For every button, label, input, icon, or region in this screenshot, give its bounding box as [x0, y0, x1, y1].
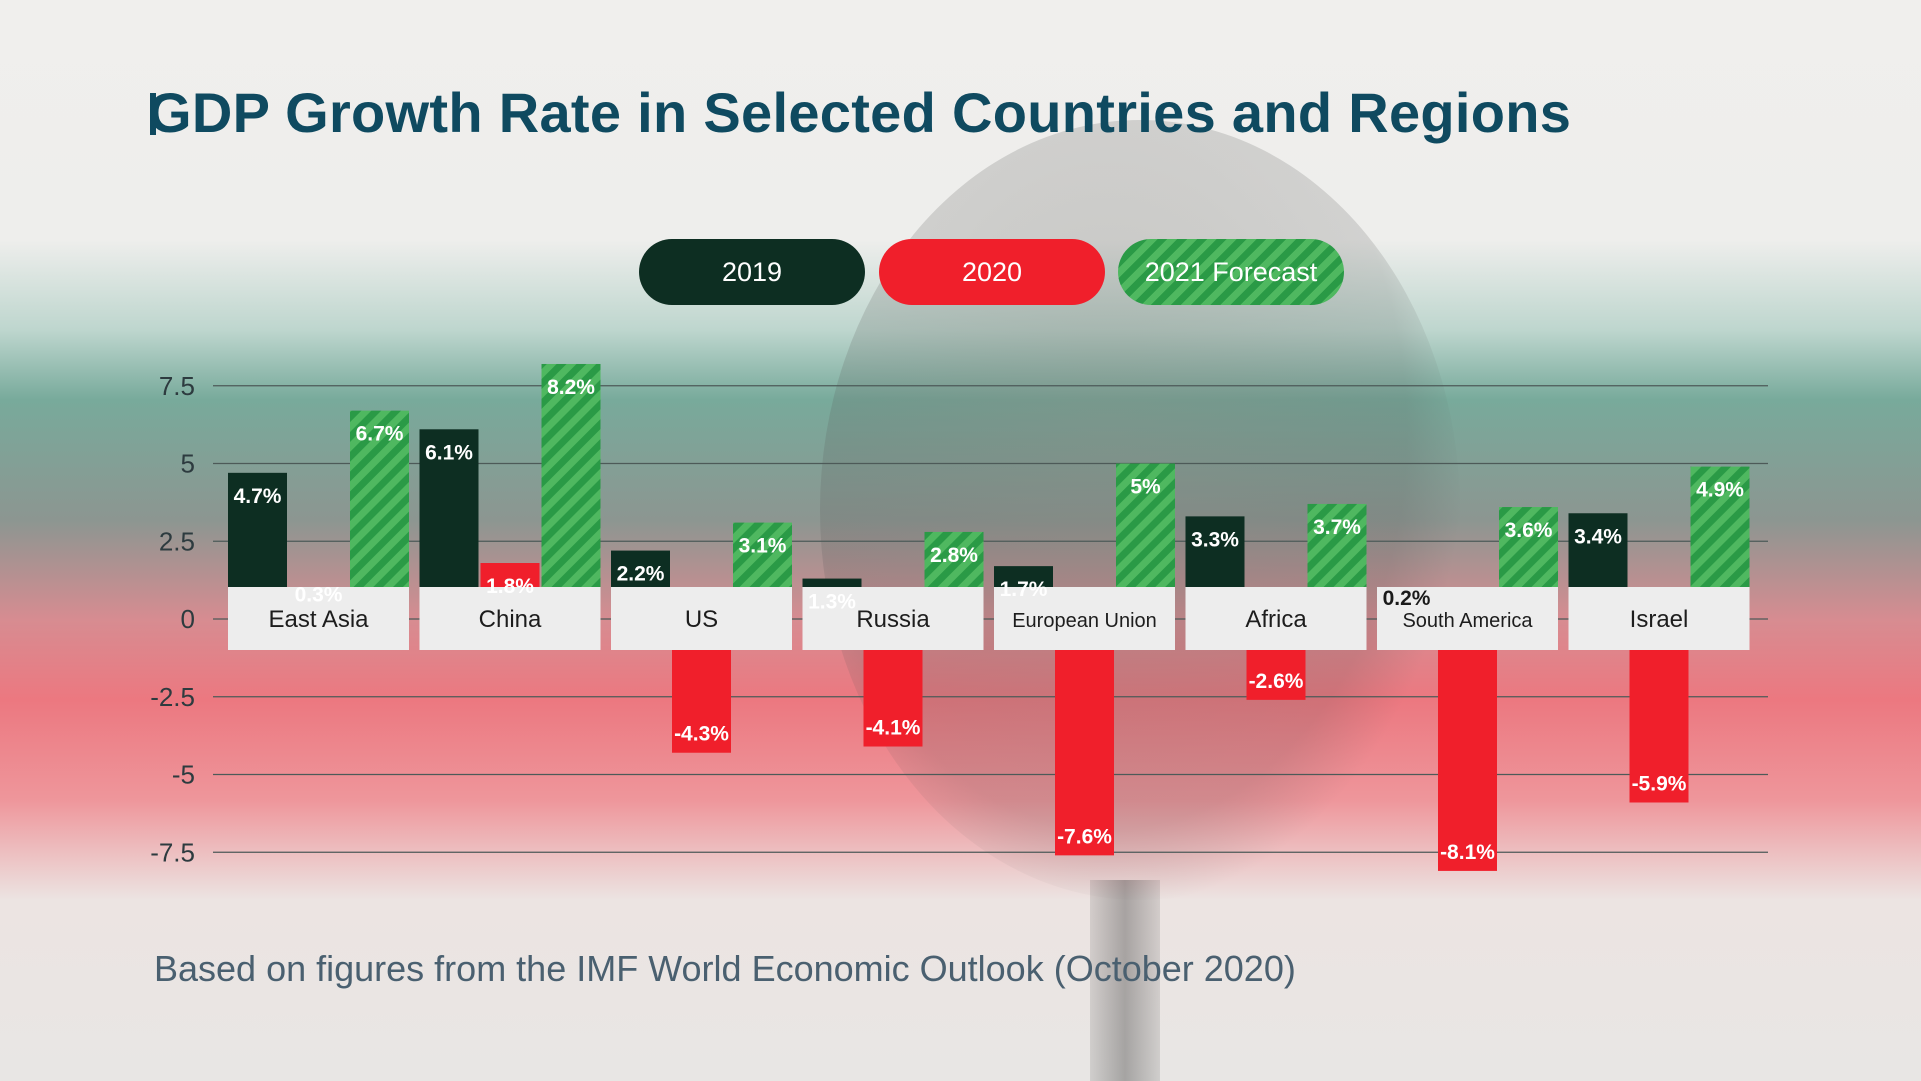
- y-tick-label: -7.5: [150, 837, 195, 867]
- category-label-box: [228, 587, 409, 650]
- data-label-2020: 1.8%: [486, 575, 534, 598]
- category-label: US: [685, 606, 718, 633]
- category-label-layer: East Asia China US Russia European Union Afri…: [228, 587, 1750, 650]
- y-tick-label: 5: [181, 449, 195, 479]
- data-label-2020: 0.3%: [295, 584, 343, 607]
- category-label-box: [1185, 587, 1367, 650]
- y-tick-label: 0: [181, 604, 195, 634]
- data-label-2019: 2.2%: [617, 563, 665, 586]
- category-label-box: [1568, 587, 1750, 650]
- data-label-2020: -4.1%: [866, 717, 921, 740]
- data-label-2019: 6.1%: [425, 441, 473, 464]
- data-label-layer: 4.7% 0.3% 6.7% 6.1% 1.8% 8.2% 2.2% -4.3% 3.1% 1.3…: [234, 376, 1745, 864]
- bar-2020: [1438, 619, 1497, 871]
- data-label-2019: 3.3%: [1191, 528, 1239, 551]
- legend-2019: 2019: [639, 239, 865, 305]
- data-label-2020: -7.6%: [1057, 825, 1112, 848]
- category-label: South America: [1402, 610, 1533, 632]
- legend-label-2020: 2020: [961, 256, 1023, 287]
- category-label-box: [419, 587, 601, 650]
- legend-2021-forecast: 2021 Forecast: [1118, 239, 1344, 305]
- bars-layer: [228, 363, 1750, 871]
- title-accent-bar: [150, 93, 156, 135]
- category-label-box: [1377, 587, 1558, 650]
- category-label: Israel: [1630, 606, 1689, 633]
- y-tick-label: 2.5: [159, 526, 195, 556]
- data-label-2019: 1.3%: [808, 591, 856, 614]
- data-label-2019: 3.4%: [1574, 525, 1622, 548]
- bar-2020: [1055, 619, 1114, 856]
- category-label: Africa: [1245, 606, 1307, 633]
- data-label-2021: 3.6%: [1505, 519, 1553, 542]
- category-label: Russia: [856, 606, 930, 633]
- data-label-2020: -2.6%: [1249, 670, 1304, 693]
- data-label-2020: -4.3%: [674, 723, 729, 746]
- legend-label-2019: 2019: [721, 256, 783, 287]
- category-label-box: [994, 587, 1175, 650]
- bar-2021: [541, 363, 601, 619]
- category-label: East Asia: [268, 606, 369, 633]
- globe-stand-image: [1090, 880, 1160, 1081]
- y-tick-label: 7.5: [159, 371, 195, 401]
- data-label-2020: -5.9%: [1632, 772, 1687, 795]
- data-label-2021: 8.2%: [547, 376, 595, 399]
- data-label-2019: 1.7%: [1000, 578, 1048, 601]
- legend-label-2021-forecast: 2021 Forecast: [1144, 256, 1318, 287]
- data-label-2021: 4.9%: [1696, 479, 1744, 502]
- category-label: China: [479, 606, 542, 633]
- data-label-2021: 3.7%: [1313, 516, 1361, 539]
- category-label-box: [611, 587, 792, 650]
- category-label-box: [802, 587, 984, 650]
- data-label-2021: 3.1%: [739, 535, 787, 558]
- data-label-2021: 5%: [1130, 476, 1161, 499]
- category-label: European Union: [1012, 610, 1157, 632]
- data-label-2019: 0.2%: [1383, 587, 1431, 610]
- data-label-2021: 2.8%: [930, 544, 978, 567]
- data-label-2020: -8.1%: [1440, 841, 1495, 864]
- legend-2020: 2020: [879, 239, 1105, 305]
- y-tick-label: -2.5: [150, 682, 195, 712]
- y-tick-label: -5: [172, 760, 195, 790]
- source-footnote: Based on figures from the IMF World Econ…: [154, 948, 1296, 989]
- data-label-2021: 6.7%: [356, 423, 404, 446]
- data-label-2019: 4.7%: [234, 485, 282, 508]
- chart-title: GDP Growth Rate in Selected Countries an…: [148, 81, 1572, 144]
- bar-2021: [350, 410, 409, 619]
